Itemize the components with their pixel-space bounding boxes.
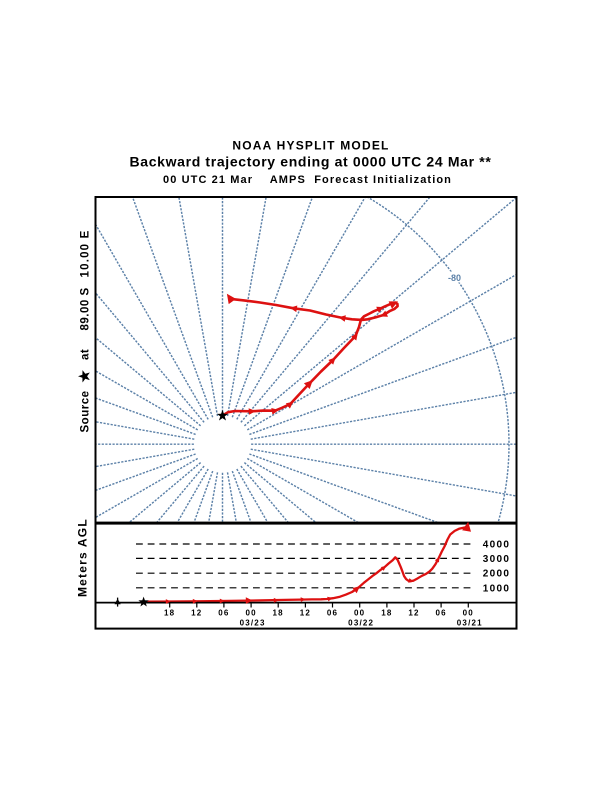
svg-text:89.00 S: 89.00 S — [80, 287, 92, 330]
svg-text:00: 00 — [354, 609, 365, 618]
svg-text:-80: -80 — [448, 273, 461, 283]
svg-text:Backward trajectory ending at: Backward trajectory ending at 0000 UTC 2… — [130, 153, 492, 169]
svg-text:03/23: 03/23 — [240, 618, 266, 627]
svg-text:12: 12 — [300, 609, 311, 618]
svg-text:Meters AGL: Meters AGL — [76, 518, 90, 597]
svg-text:at: at — [80, 349, 92, 360]
svg-text:06: 06 — [327, 609, 338, 618]
svg-text:06: 06 — [218, 609, 229, 618]
svg-text:06: 06 — [435, 609, 446, 618]
svg-text:03/22: 03/22 — [348, 618, 374, 627]
svg-text:4000: 4000 — [483, 540, 510, 551]
svg-text:18: 18 — [273, 609, 284, 618]
svg-text:00: 00 — [245, 609, 256, 618]
svg-text:18: 18 — [381, 609, 392, 618]
svg-text:3000: 3000 — [483, 554, 510, 565]
svg-text:1000: 1000 — [483, 583, 510, 594]
svg-text:00: 00 — [463, 609, 474, 618]
svg-text:NOAA HYSPLIT MODEL: NOAA HYSPLIT MODEL — [232, 139, 389, 153]
svg-text:18: 18 — [164, 609, 175, 618]
svg-text:03/21: 03/21 — [457, 618, 483, 627]
svg-text:12: 12 — [408, 609, 419, 618]
svg-text:Source: Source — [80, 391, 92, 433]
svg-text:00 UTC 21 Mar AMPS Forecas: 00 UTC 21 Mar AMPS Forecast Initializati… — [163, 174, 452, 186]
svg-text:2000: 2000 — [483, 569, 510, 580]
svg-text:12: 12 — [191, 609, 202, 618]
svg-text:10.00 E: 10.00 E — [80, 229, 92, 277]
